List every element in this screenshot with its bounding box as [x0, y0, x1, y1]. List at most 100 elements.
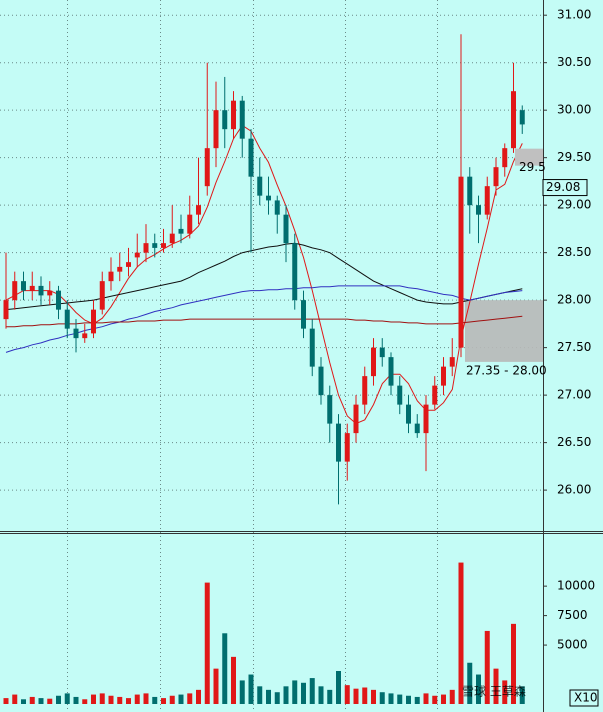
- y-tick-label: 10000: [557, 579, 595, 593]
- candle-body: [21, 281, 26, 291]
- volume-bar: [441, 694, 446, 704]
- volume-bar: [362, 687, 368, 704]
- volume-bar: [493, 668, 499, 704]
- volume-bar: [353, 688, 359, 704]
- volume-bar: [29, 696, 35, 704]
- candle-body: [161, 243, 166, 248]
- candle-body: [318, 366, 324, 396]
- candle-body: [196, 205, 201, 215]
- level-box: [515, 148, 543, 166]
- candle-body: [38, 285, 44, 296]
- volume-bar: [511, 623, 516, 704]
- scale-label: X10: [574, 691, 598, 705]
- candle-body: [423, 404, 429, 434]
- volume-bar: [318, 686, 324, 704]
- volume-bar: [266, 689, 271, 704]
- volume-bar: [178, 694, 184, 704]
- candle-body: [274, 200, 280, 215]
- volume-bar: [222, 633, 228, 704]
- candle-body: [91, 309, 96, 334]
- volume-bar: [143, 693, 149, 704]
- volume-bar: [213, 668, 219, 704]
- candle-body: [519, 110, 525, 125]
- candle-body: [257, 176, 263, 196]
- candle-body: [283, 214, 289, 244]
- candle-body: [178, 228, 184, 234]
- candle-body: [143, 243, 149, 253]
- candle-body: [204, 148, 210, 187]
- candle-body: [187, 214, 193, 234]
- candle-body: [467, 176, 473, 206]
- y-tick-label: 31.00: [557, 8, 591, 22]
- y-tick-label: 27.00: [557, 388, 591, 402]
- volume-bar: [309, 678, 315, 704]
- candle-body: [476, 205, 481, 215]
- volume-bar: [484, 630, 490, 704]
- candle-body: [511, 91, 516, 149]
- y-tick-label: 7500: [557, 608, 588, 622]
- candle-body: [266, 195, 271, 201]
- candle-body: [344, 433, 350, 462]
- volume-bar: [327, 689, 333, 704]
- level-label: 29.5: [519, 160, 546, 174]
- candle-body: [3, 300, 9, 320]
- volume-bar: [283, 686, 289, 704]
- volume-bar: [397, 694, 403, 704]
- candle-body: [12, 281, 18, 301]
- volume-bar: [406, 695, 411, 704]
- y-tick-label: 28.50: [557, 245, 591, 259]
- zone-label: 27.35 - 28.00: [466, 363, 547, 377]
- candle-body: [493, 167, 499, 187]
- volume-bar: [99, 693, 105, 704]
- candle-body: [29, 285, 35, 291]
- candle-body: [414, 423, 420, 434]
- candle-body: [56, 290, 61, 310]
- volume-bar: [432, 695, 438, 704]
- volume-bar: [231, 656, 236, 704]
- candle-body: [64, 309, 70, 329]
- y-tick-label: 29.50: [557, 150, 591, 164]
- volume-bar: [169, 695, 175, 704]
- y-tick-label: 29.00: [557, 198, 591, 212]
- volume-bar: [196, 689, 201, 704]
- volume-bar: [56, 695, 61, 704]
- candle-body: [292, 243, 298, 301]
- candle-body: [301, 300, 306, 329]
- volume-bar: [344, 685, 350, 704]
- volume-bar: [187, 693, 193, 704]
- watermark: 雪球 王草森: [462, 684, 526, 699]
- y-tick-label: 26.50: [557, 435, 591, 449]
- volume-bar: [47, 698, 53, 704]
- volume-bar: [126, 698, 131, 704]
- volume-bar: [91, 694, 96, 704]
- candle-body: [126, 262, 131, 267]
- volume-bar: [371, 689, 376, 704]
- volume-bar: [379, 692, 385, 704]
- volume-bar: [117, 696, 123, 704]
- volume-bar: [476, 674, 481, 704]
- y-tick-label: 5000: [557, 638, 588, 652]
- volume-bar: [108, 695, 114, 704]
- candle-body: [484, 186, 490, 215]
- volume-bar: [38, 698, 44, 704]
- scale-box: [569, 689, 599, 707]
- volume-bar: [502, 680, 508, 704]
- volume-bar: [64, 693, 70, 704]
- candle-body: [47, 290, 53, 296]
- volume-bar: [336, 671, 341, 704]
- candle-body: [362, 376, 368, 405]
- candle-body: [169, 233, 175, 244]
- y-tick-label: 26.00: [557, 483, 591, 497]
- candle-body: [441, 366, 446, 386]
- candle-body: [458, 176, 464, 348]
- volume-bar: [73, 696, 79, 704]
- volume-bar: [423, 693, 429, 704]
- candle-body: [379, 347, 385, 358]
- volume-bar: [458, 562, 464, 704]
- volume-bar: [204, 582, 210, 704]
- candle-body: [449, 357, 455, 367]
- y-tick-label: 27.50: [557, 340, 591, 354]
- volume-bar: [21, 699, 26, 704]
